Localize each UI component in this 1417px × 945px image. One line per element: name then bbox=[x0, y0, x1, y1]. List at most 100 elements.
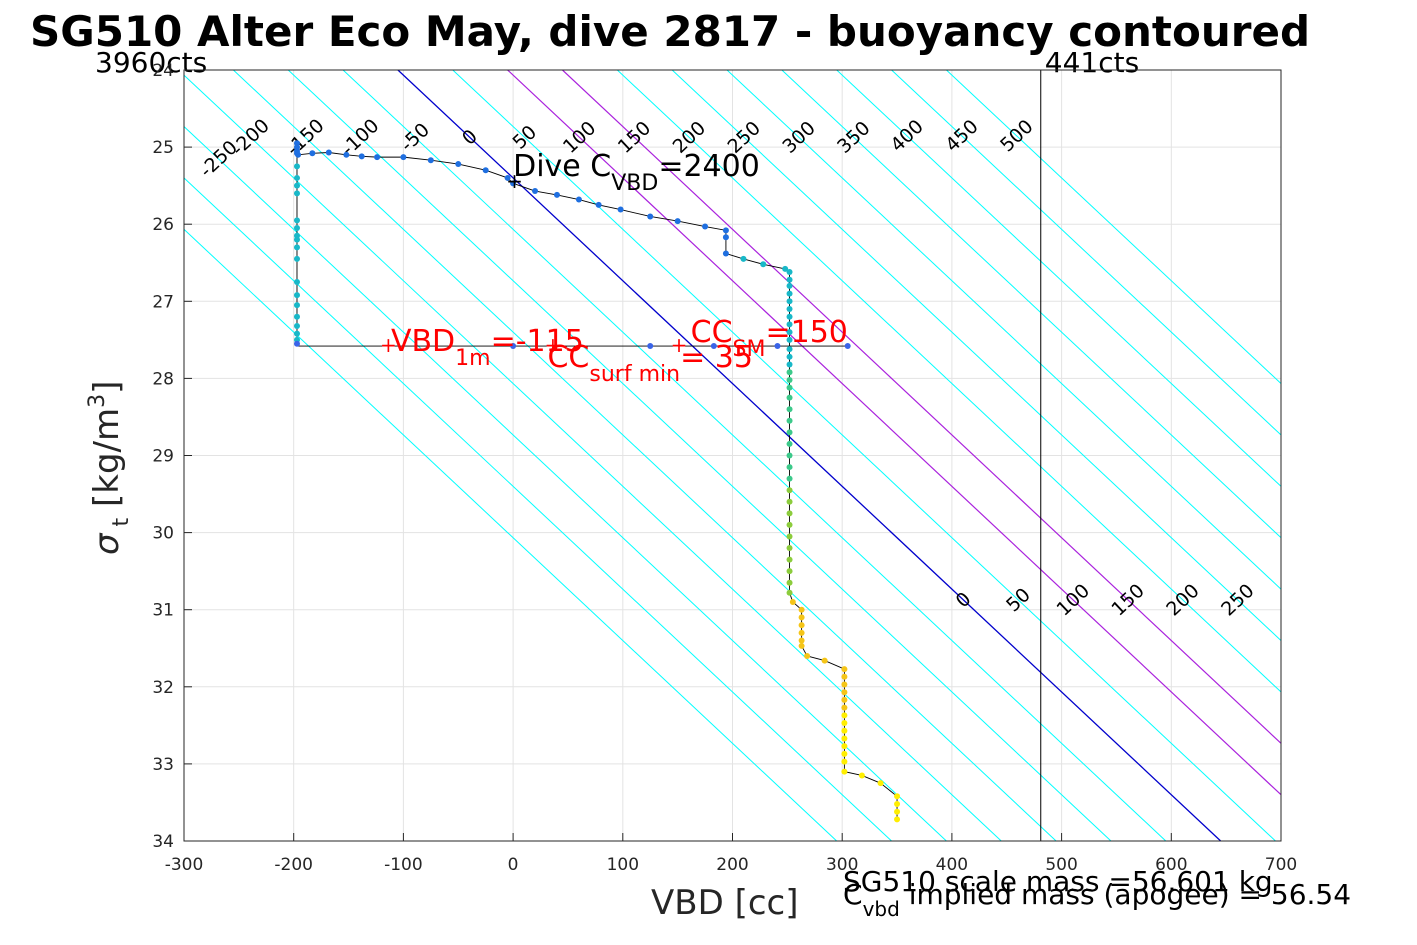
data-point bbox=[325, 149, 332, 156]
annotation-text: CCSM=150 bbox=[691, 315, 848, 362]
data-point bbox=[841, 673, 848, 680]
contour-line bbox=[184, 74, 1002, 841]
data-point bbox=[510, 180, 517, 187]
data-point bbox=[293, 163, 300, 170]
count-label: 441cts bbox=[1045, 46, 1139, 79]
annotation-text: Dive CVBD=2400 bbox=[513, 149, 760, 196]
data-point bbox=[702, 223, 709, 230]
data-point bbox=[841, 750, 848, 757]
data-point bbox=[786, 276, 793, 283]
y-axis-label: σ t [kg/m3] bbox=[85, 381, 134, 555]
data-point bbox=[841, 681, 848, 688]
count-lines: 3960cts 441cts bbox=[95, 46, 1139, 841]
data-point bbox=[786, 290, 793, 297]
trace-line bbox=[296, 143, 898, 820]
data-point bbox=[786, 376, 793, 383]
contour-line bbox=[891, 70, 1281, 436]
data-point bbox=[293, 302, 300, 309]
y-tick-label: 24 bbox=[152, 61, 174, 81]
x-tick-label: 600 bbox=[1155, 855, 1187, 875]
data-point bbox=[841, 735, 848, 742]
data-point bbox=[786, 369, 793, 376]
data-point bbox=[841, 720, 848, 727]
chart-title: SG510 Alter Eco May, dive 2817 - buoyanc… bbox=[30, 7, 1310, 56]
data-point bbox=[798, 622, 805, 629]
data-point bbox=[760, 261, 767, 268]
x-tick-label: 100 bbox=[607, 855, 639, 875]
data-point bbox=[786, 429, 793, 436]
data-point bbox=[293, 292, 300, 299]
contour-line bbox=[184, 228, 838, 841]
data-point bbox=[804, 652, 811, 659]
count-label: 3960cts bbox=[95, 46, 207, 79]
annotation-marker: + bbox=[380, 333, 397, 357]
data-point bbox=[786, 579, 793, 586]
data-point bbox=[293, 313, 300, 320]
contour-line bbox=[671, 70, 1281, 642]
data-point bbox=[722, 250, 729, 257]
data-point bbox=[510, 343, 517, 350]
contour-line bbox=[616, 70, 1281, 693]
y-tick-label: 33 bbox=[152, 755, 174, 775]
data-point bbox=[841, 727, 848, 734]
data-point bbox=[798, 637, 805, 644]
data-point bbox=[844, 343, 851, 350]
data-point bbox=[786, 394, 793, 401]
data-point bbox=[841, 689, 848, 696]
data-point bbox=[894, 816, 901, 823]
y-tick-label: 29 bbox=[152, 447, 174, 467]
contour-line bbox=[726, 70, 1281, 590]
data-point bbox=[786, 440, 793, 447]
data-point bbox=[343, 151, 350, 158]
data-point bbox=[841, 712, 848, 719]
data-point bbox=[295, 151, 302, 158]
data-point bbox=[786, 306, 793, 313]
data-point bbox=[786, 282, 793, 289]
data-point bbox=[821, 657, 828, 664]
data-point bbox=[309, 150, 316, 157]
x-tick-label: 700 bbox=[1265, 855, 1297, 875]
data-point bbox=[786, 321, 793, 328]
svg-text:σ t [kg/m3]: σ t [kg/m3] bbox=[85, 381, 134, 555]
annotation-text: VBD1m=-115 bbox=[391, 324, 584, 371]
data-point bbox=[293, 217, 300, 224]
data-point bbox=[647, 343, 654, 350]
data-point bbox=[358, 153, 365, 160]
scale-mass-text: SG510 scale mass =56.601 kg bbox=[843, 865, 1273, 898]
data-point bbox=[786, 464, 793, 471]
contour-line bbox=[233, 70, 1057, 841]
annotation-marker: + bbox=[544, 333, 561, 357]
data-point bbox=[789, 598, 796, 605]
data-point bbox=[786, 556, 793, 563]
data-point bbox=[786, 361, 793, 368]
data-point bbox=[786, 329, 793, 336]
data-point bbox=[841, 696, 848, 703]
data-point bbox=[786, 533, 793, 540]
data-point bbox=[774, 343, 781, 350]
data-point bbox=[786, 269, 793, 276]
data-point bbox=[894, 808, 901, 815]
data-point bbox=[786, 545, 793, 552]
data-point bbox=[722, 234, 729, 241]
x-axis-label: VBD [cc] bbox=[651, 883, 799, 923]
data-point bbox=[786, 452, 793, 459]
data-point bbox=[400, 154, 407, 161]
x-tick-label: -100 bbox=[384, 855, 423, 875]
data-point bbox=[455, 161, 462, 168]
contour-line bbox=[397, 70, 1222, 841]
data-point bbox=[786, 475, 793, 482]
contour-line bbox=[452, 70, 1276, 841]
data-point bbox=[293, 225, 300, 232]
data-point bbox=[786, 406, 793, 413]
contour-line bbox=[562, 70, 1281, 745]
data-point bbox=[786, 336, 793, 343]
contour-line bbox=[287, 70, 1112, 841]
data-point bbox=[674, 218, 681, 225]
data-point bbox=[798, 606, 805, 613]
y-tick-label: 34 bbox=[152, 832, 174, 852]
y-tick-label: 30 bbox=[152, 524, 174, 544]
x-tick-label: 400 bbox=[936, 855, 968, 875]
contour-line bbox=[781, 70, 1281, 539]
data-point bbox=[841, 768, 848, 775]
data-point bbox=[786, 346, 793, 353]
